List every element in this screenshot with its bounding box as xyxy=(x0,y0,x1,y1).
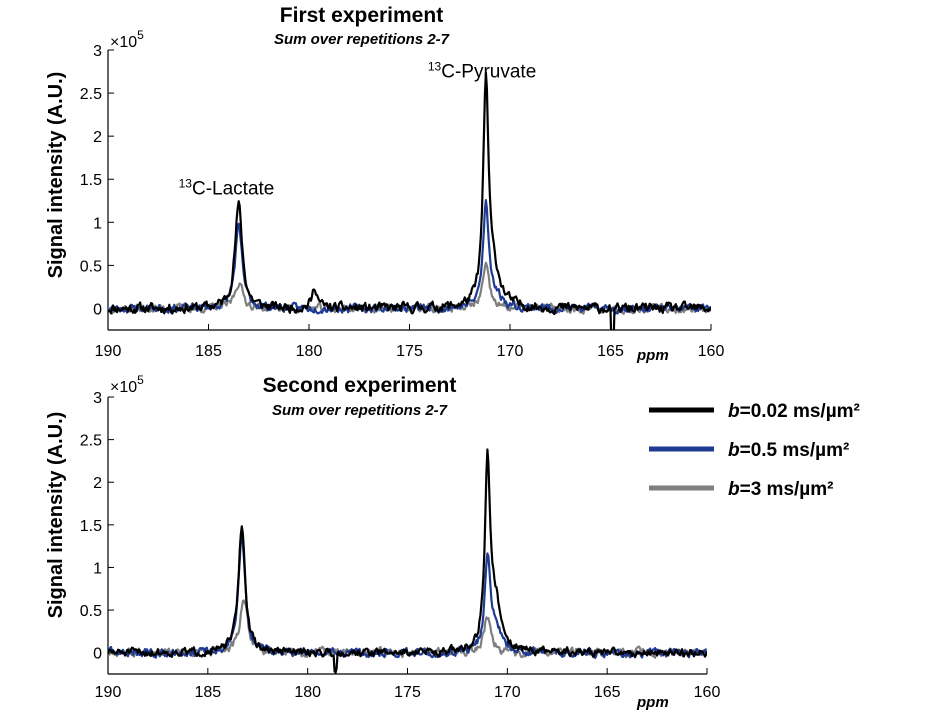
x-tick-label: 185 xyxy=(195,343,222,360)
series-line-2 xyxy=(108,199,711,315)
y-tick-label: 2 xyxy=(93,475,102,492)
y-tick-label: 1 xyxy=(93,560,102,577)
y-tick-label: 0 xyxy=(93,301,102,318)
y-multiplier: ×105 xyxy=(110,373,144,396)
x-tick-label: 165 xyxy=(594,684,621,701)
y-tick-label: 2 xyxy=(93,129,102,146)
x-tick-label: 160 xyxy=(698,343,725,360)
y-tick-label: 0.5 xyxy=(80,603,102,620)
x-axis-label: ppm xyxy=(636,347,669,364)
y-tick-label: 2.5 xyxy=(80,433,102,450)
x-tick-label: 190 xyxy=(95,343,122,360)
annotation-superscript: 13 xyxy=(179,177,193,191)
y-axis-label: Signal intensity (A.U.) xyxy=(45,72,67,279)
legend-label: b=0.02 ms/µm² xyxy=(728,401,860,422)
peak-annotation: 13C-Lactate xyxy=(179,177,275,200)
chart-subtitle: Sum over repetitions 2-7 xyxy=(274,31,450,48)
x-axis-label: ppm xyxy=(636,694,669,711)
x-tick-label: 175 xyxy=(394,684,421,701)
legend-label-value: =0.02 ms/µm² xyxy=(740,401,860,422)
x-tick-label: 165 xyxy=(597,343,624,360)
chart-panel-2: Second experiment Sum over repetitions 2-… xyxy=(45,373,720,711)
x-tick-label: 170 xyxy=(497,343,524,360)
x-tick-label: 180 xyxy=(294,684,321,701)
chart-subtitle: Sum over repetitions 2-7 xyxy=(272,402,448,419)
y-multiplier: ×105 xyxy=(110,28,144,51)
y-tick-label: 1.5 xyxy=(80,518,102,535)
x-tick-label: 170 xyxy=(494,684,521,701)
chart-title: First experiment xyxy=(280,4,443,27)
legend-label-variable: b xyxy=(728,479,740,500)
y-tick-label: 3 xyxy=(93,390,102,407)
legend-label: b=3 ms/µm² xyxy=(728,479,833,500)
series-line-1 xyxy=(108,71,711,330)
y-multiplier-exponent: 5 xyxy=(137,28,144,42)
y-tick-label: 0 xyxy=(93,646,102,663)
legend-label-value: =3 ms/µm² xyxy=(740,479,834,500)
y-tick-label: 2.5 xyxy=(80,86,102,103)
legend-label: b=0.5 ms/µm² xyxy=(728,440,849,461)
annotation-text: C-Lactate xyxy=(192,179,274,200)
x-tick-label: 180 xyxy=(296,343,323,360)
annotation-superscript: 13 xyxy=(428,60,442,74)
legend-label-variable: b xyxy=(728,401,740,422)
y-axis-label: Signal intensity (A.U.) xyxy=(45,412,67,619)
x-tick-label: 160 xyxy=(694,684,721,701)
series-line-1 xyxy=(108,448,707,674)
peak-annotation: 13C-Pyruvate xyxy=(428,60,536,83)
x-tick-label: 190 xyxy=(95,684,122,701)
series-line-2 xyxy=(108,534,707,659)
chart-panel-1: First experiment Sum over repetitions 2-7… xyxy=(45,4,724,364)
x-tick-label: 185 xyxy=(194,684,221,701)
y-tick-label: 3 xyxy=(93,43,102,60)
x-tick-label: 175 xyxy=(396,343,423,360)
chart-title: Second experiment xyxy=(263,374,457,397)
legend-label-value: =0.5 ms/µm² xyxy=(740,440,850,461)
y-tick-label: 1 xyxy=(93,215,102,232)
y-tick-label: 0.5 xyxy=(80,258,102,275)
y-tick-label: 1.5 xyxy=(80,172,102,189)
y-multiplier-exponent: 5 xyxy=(137,373,144,387)
legend-label-variable: b xyxy=(728,440,740,461)
annotation-text: C-Pyruvate xyxy=(441,62,536,83)
